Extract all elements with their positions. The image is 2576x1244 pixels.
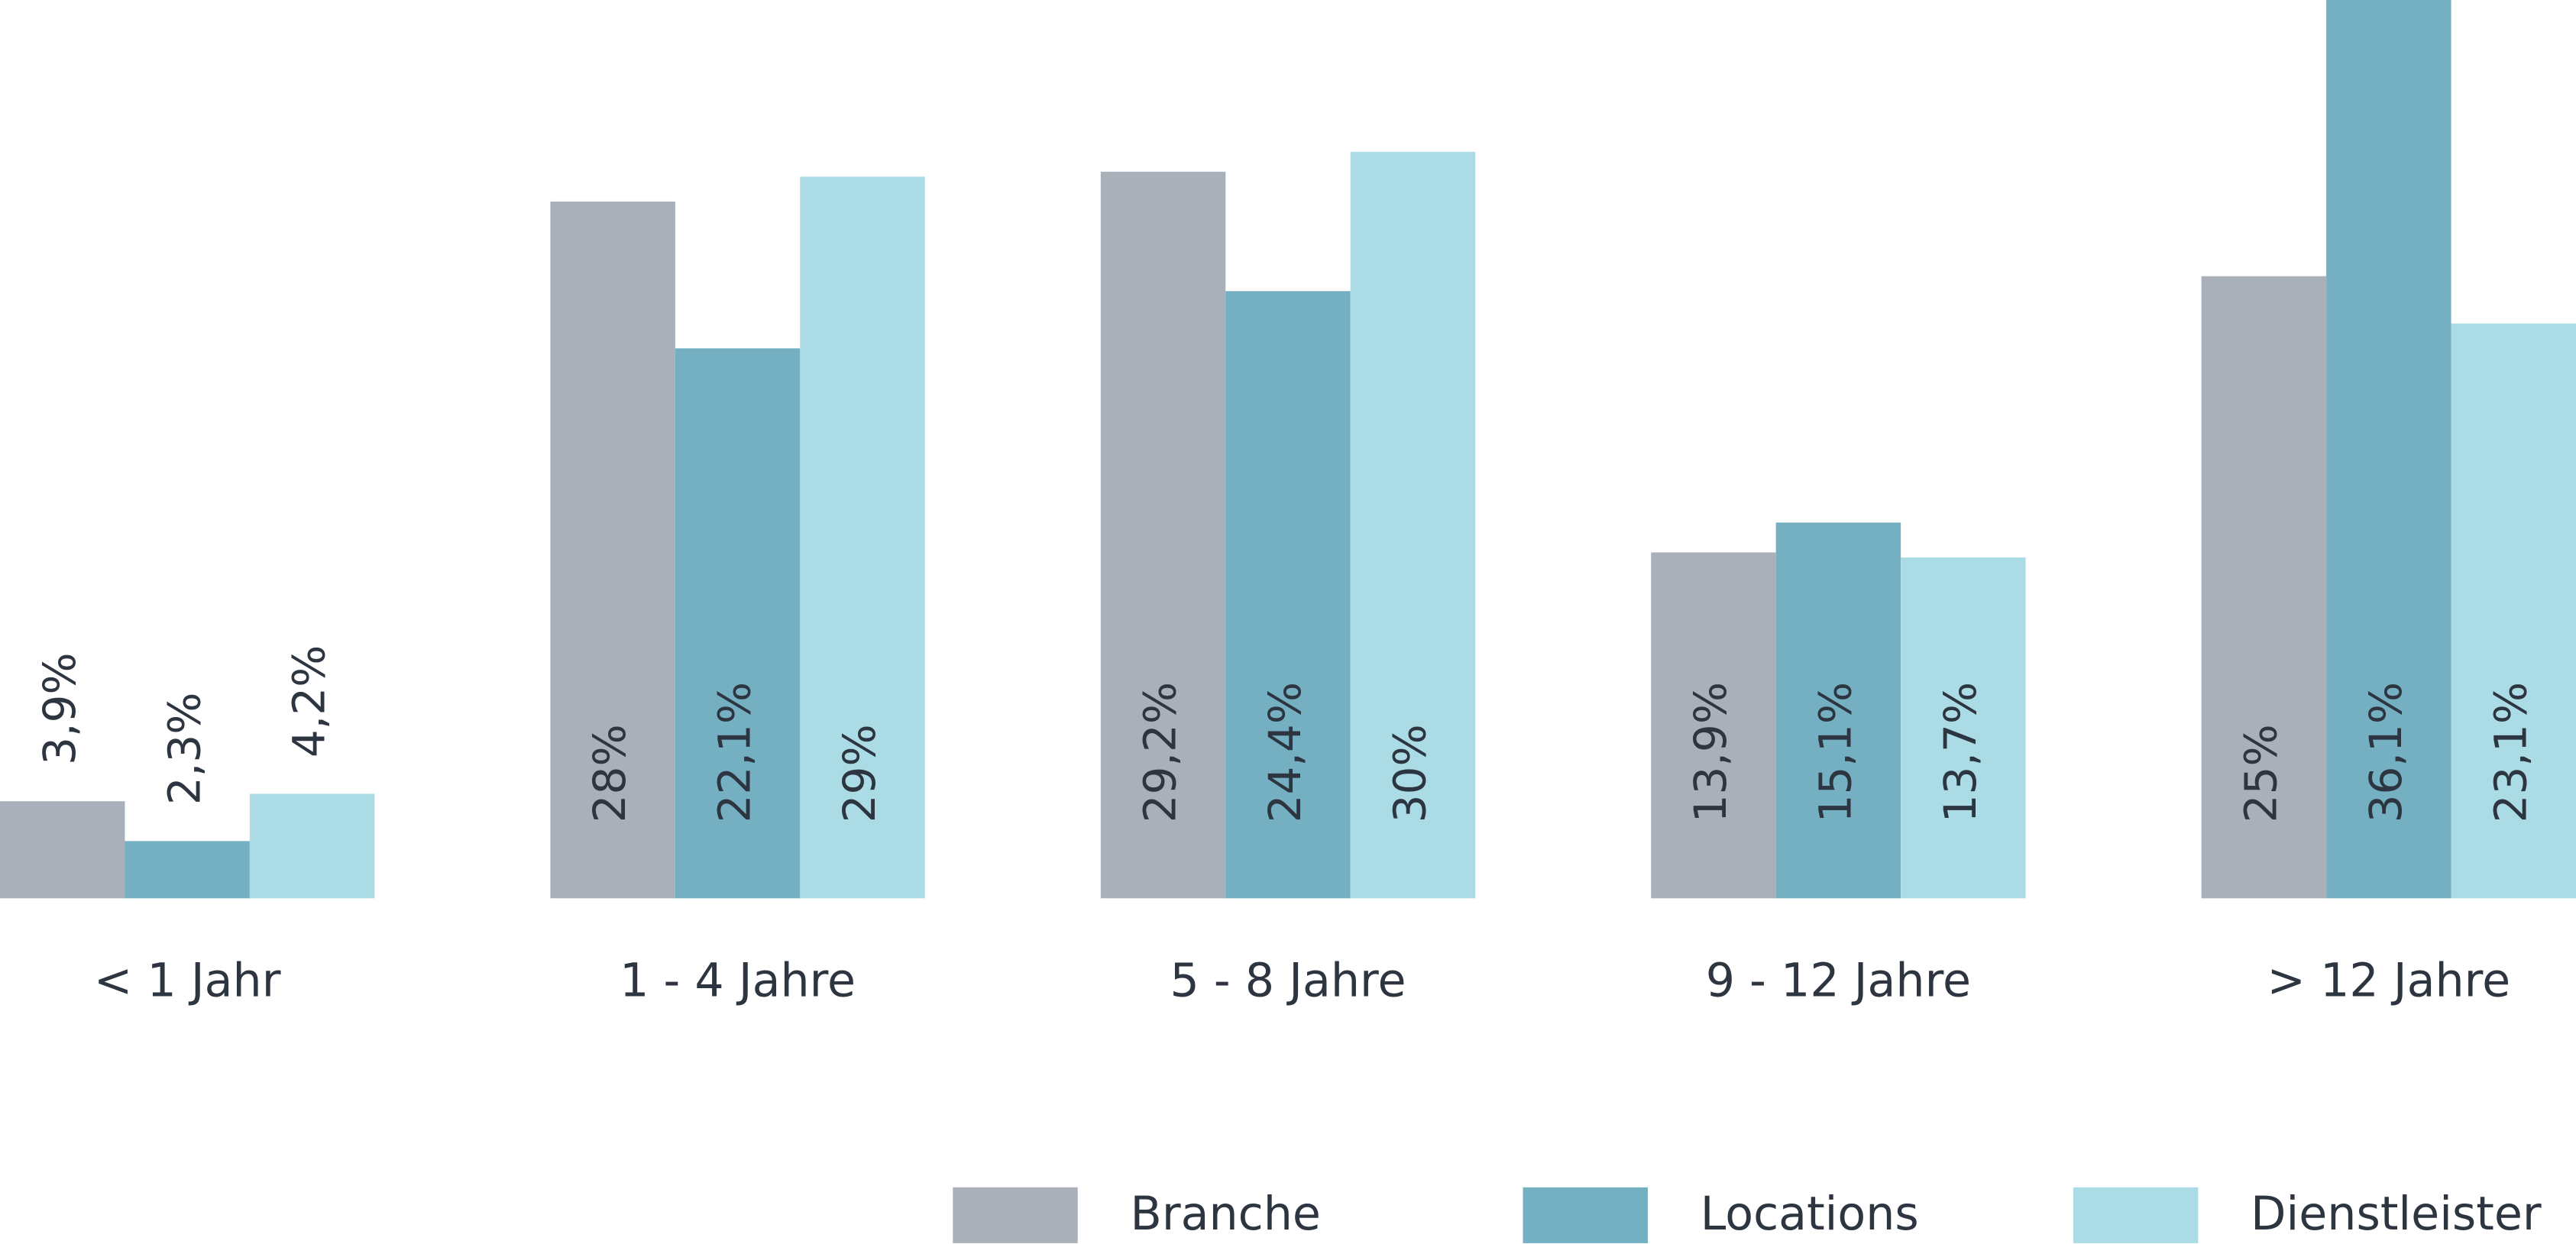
value-label: 13,7%	[1934, 682, 1986, 822]
bar	[800, 176, 925, 899]
value-label: 25%	[2235, 724, 2287, 822]
legend-swatch	[953, 1187, 1078, 1243]
bar	[2326, 0, 2451, 899]
bar	[550, 201, 675, 899]
x-tick-label: > 12 Jahre	[2267, 955, 2511, 1008]
bar	[1775, 522, 1901, 899]
value-label: 36,1%	[2360, 682, 2412, 822]
value-label: 2,3%	[158, 693, 210, 805]
value-label: 29,2%	[1134, 682, 1186, 822]
legend-swatch	[1523, 1187, 1648, 1243]
bar	[2451, 323, 2576, 899]
value-label: 22,1%	[709, 682, 761, 822]
bar	[1225, 291, 1351, 899]
value-label: 3,9%	[34, 652, 86, 764]
value-label: 13,9%	[1684, 682, 1736, 822]
x-tick-label: 1 - 4 Jahre	[620, 955, 856, 1008]
x-tick-label: 5 - 8 Jahre	[1170, 955, 1406, 1008]
x-tick-label: 9 - 12 Jahre	[1706, 955, 1971, 1008]
bar	[2201, 276, 2327, 899]
value-label: 28%	[584, 724, 636, 822]
bar	[675, 348, 801, 899]
value-label: 15,1%	[1810, 682, 1862, 822]
bar	[1100, 171, 1226, 899]
bar	[125, 841, 250, 899]
value-label: 4,2%	[283, 645, 335, 758]
legend-label: Dienstleister	[2251, 1187, 2542, 1241]
value-label: 24,4%	[1259, 682, 1311, 822]
legend-label: Locations	[1701, 1187, 1919, 1241]
value-label: 30%	[1384, 724, 1436, 822]
bar	[0, 801, 125, 899]
x-tick-label: < 1 Jahr	[94, 955, 281, 1008]
legend-swatch	[2073, 1187, 2199, 1243]
value-label: 29%	[833, 724, 885, 822]
bar	[1651, 552, 1776, 899]
bar	[249, 793, 375, 899]
bar	[1350, 151, 1476, 899]
value-label: 23,1%	[2484, 682, 2536, 822]
bar	[1901, 557, 2026, 899]
legend-label: Branche	[1131, 1187, 1321, 1241]
